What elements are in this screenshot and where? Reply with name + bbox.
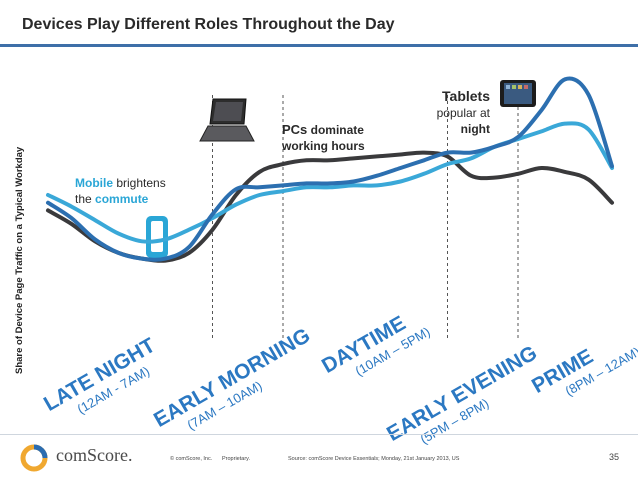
footer-divider — [0, 434, 638, 435]
laptop-icon — [199, 98, 255, 142]
mobile-annotation: Mobile brightens the commute — [75, 175, 166, 207]
source-note: Source: comScore Device Essentials; Mond… — [288, 456, 460, 462]
tablet-icon — [500, 80, 536, 107]
mobile-annotation-bold: commute — [95, 192, 149, 206]
phone-icon — [146, 216, 168, 258]
comscore-logo-icon — [20, 444, 48, 472]
title-divider — [0, 44, 638, 47]
series-line-tablets — [46, 76, 614, 262]
comscore-logo: comScore. — [56, 445, 133, 465]
page-number: 35 — [609, 452, 620, 462]
mobile-annotation-word: Mobile — [75, 176, 113, 190]
page-title: Devices Play Different Roles Throughout … — [22, 16, 395, 33]
mobile-annotation-pre: the — [75, 192, 96, 206]
pcs-annotation-rest: dominate — [307, 123, 364, 137]
pcs-annotation-line2: working hours — [282, 139, 365, 153]
tablets-annotation-line2: popular at — [436, 106, 490, 120]
tablets-annotation-line3: night — [460, 122, 490, 136]
series-lines — [46, 76, 614, 263]
pcs-annotation-word: PCs — [282, 122, 308, 137]
proprietary: Proprietary. — [222, 456, 251, 462]
pcs-annotation: PCs dominate working hours — [282, 122, 365, 154]
copyright: © comScore, Inc. — [170, 456, 213, 462]
mobile-annotation-rest: brightens — [113, 176, 166, 190]
tablets-annotation-word: Tablets — [442, 88, 490, 104]
tablets-annotation: Tablets popular at night — [410, 88, 490, 137]
